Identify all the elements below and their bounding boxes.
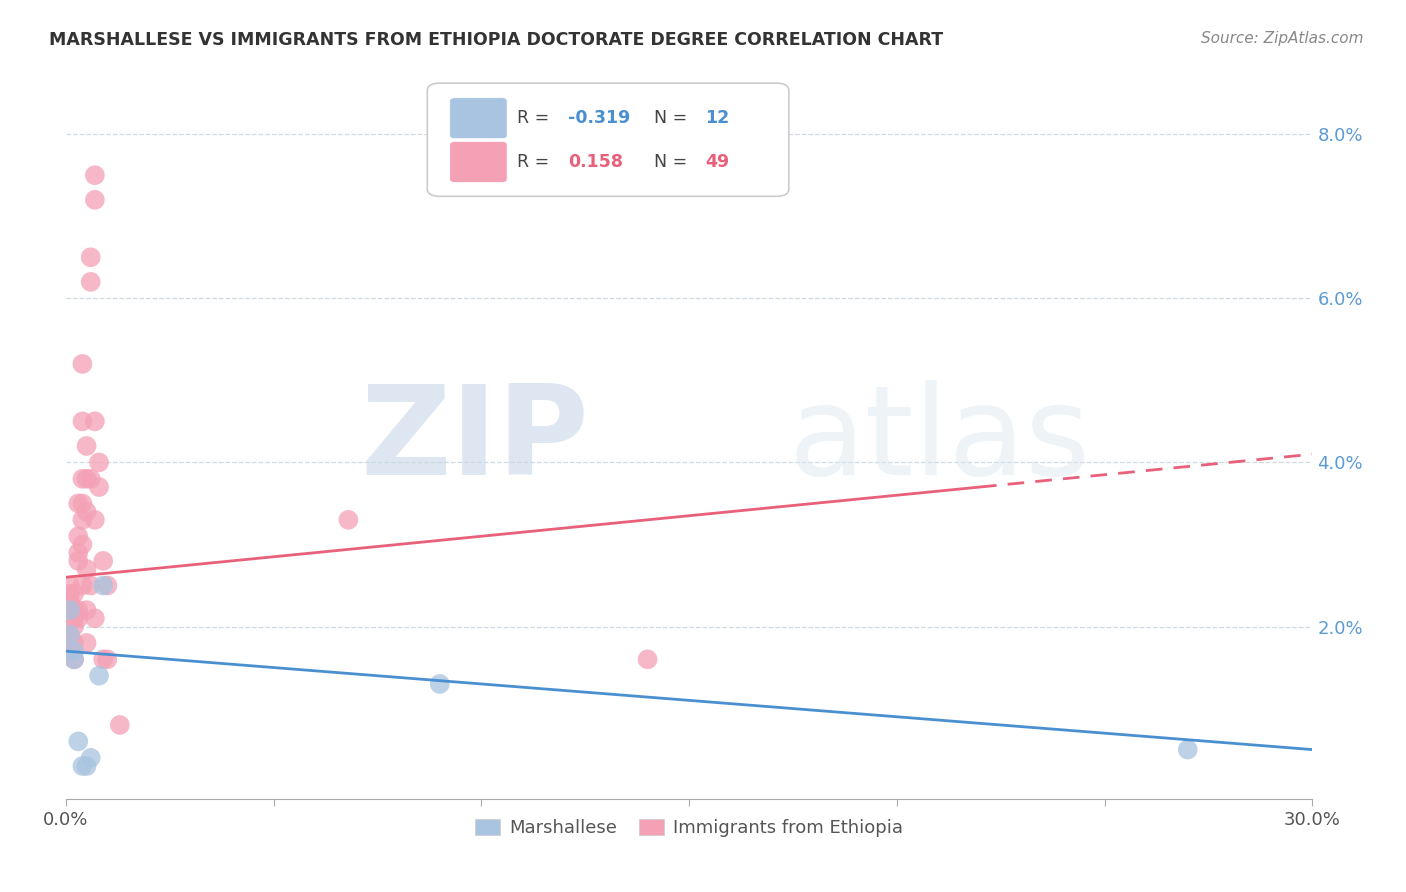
Point — [59, 644, 82, 658]
Point — [83, 513, 105, 527]
Text: Source: ZipAtlas.com: Source: ZipAtlas.com — [1201, 31, 1364, 46]
Point — [67, 611, 90, 625]
Point — [83, 414, 105, 428]
Point — [637, 652, 659, 666]
Point — [63, 603, 86, 617]
Point — [67, 603, 90, 617]
Point — [1177, 742, 1199, 756]
Point — [72, 472, 94, 486]
Point — [96, 578, 118, 592]
Point — [76, 562, 98, 576]
Point — [76, 505, 98, 519]
Point — [80, 751, 103, 765]
Text: N =: N = — [643, 109, 693, 128]
Text: R =: R = — [517, 109, 555, 128]
FancyBboxPatch shape — [450, 142, 508, 183]
Point — [72, 496, 94, 510]
Point — [63, 652, 86, 666]
Point — [63, 636, 86, 650]
Point — [63, 644, 86, 658]
Point — [67, 734, 90, 748]
Point — [76, 636, 98, 650]
Point — [72, 537, 94, 551]
Point — [96, 652, 118, 666]
Point — [87, 480, 110, 494]
Point — [59, 603, 82, 617]
FancyBboxPatch shape — [427, 83, 789, 196]
FancyBboxPatch shape — [450, 98, 508, 138]
Point — [76, 472, 98, 486]
Point — [76, 759, 98, 773]
Point — [80, 250, 103, 264]
Point — [83, 168, 105, 182]
Text: R =: R = — [517, 153, 555, 171]
Point — [337, 513, 360, 527]
Point — [63, 619, 86, 633]
Point — [67, 496, 90, 510]
Point — [76, 603, 98, 617]
Point — [91, 554, 114, 568]
Point — [91, 652, 114, 666]
Text: 49: 49 — [706, 153, 730, 171]
Point — [59, 587, 82, 601]
Text: 12: 12 — [706, 109, 730, 128]
Text: ZIP: ZIP — [360, 381, 589, 501]
Point — [80, 578, 103, 592]
Point — [76, 439, 98, 453]
Point — [72, 578, 94, 592]
Point — [59, 578, 82, 592]
Point — [67, 529, 90, 543]
Point — [72, 759, 94, 773]
Point — [59, 628, 82, 642]
Point — [59, 628, 82, 642]
Point — [91, 578, 114, 592]
Point — [80, 275, 103, 289]
Point — [59, 595, 82, 609]
Point — [83, 193, 105, 207]
Point — [59, 603, 82, 617]
Point — [72, 513, 94, 527]
Legend: Marshallese, Immigrants from Ethiopia: Marshallese, Immigrants from Ethiopia — [468, 812, 911, 845]
Text: MARSHALLESE VS IMMIGRANTS FROM ETHIOPIA DOCTORATE DEGREE CORRELATION CHART: MARSHALLESE VS IMMIGRANTS FROM ETHIOPIA … — [49, 31, 943, 49]
Point — [429, 677, 451, 691]
Point — [63, 652, 86, 666]
Text: 0.158: 0.158 — [568, 153, 623, 171]
Point — [72, 414, 94, 428]
Point — [72, 357, 94, 371]
Point — [87, 669, 110, 683]
Point — [108, 718, 131, 732]
Text: N =: N = — [643, 153, 693, 171]
Point — [67, 554, 90, 568]
Text: -0.319: -0.319 — [568, 109, 630, 128]
Point — [67, 546, 90, 560]
Text: atlas: atlas — [789, 381, 1091, 501]
Point — [83, 611, 105, 625]
Point — [87, 455, 110, 469]
Point — [63, 587, 86, 601]
Point — [80, 472, 103, 486]
Point — [63, 611, 86, 625]
